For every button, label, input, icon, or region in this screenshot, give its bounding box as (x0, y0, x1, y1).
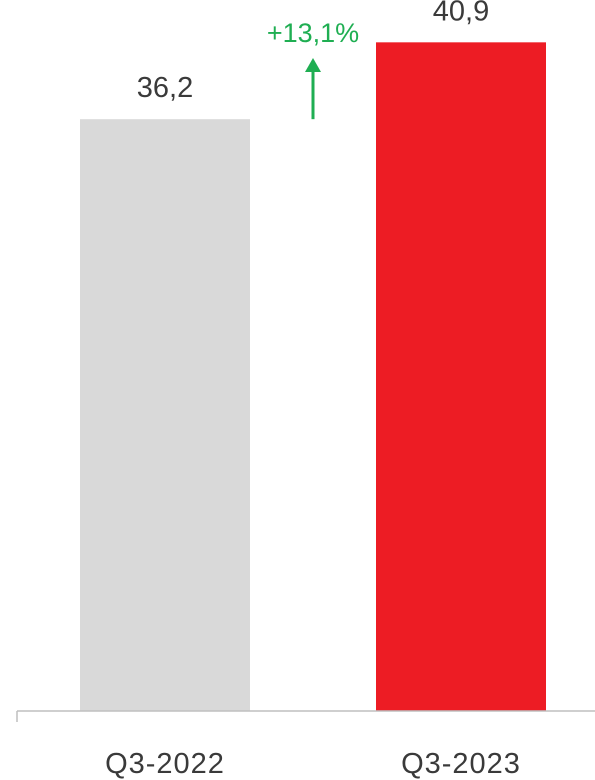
bar-q3-2023 (376, 42, 546, 711)
value-label-q3-2022: 36,2 (137, 72, 193, 104)
x-tick-label-q3-2022: Q3-2022 (105, 748, 225, 780)
bar-q3-2022 (80, 119, 250, 711)
x-tick-label-q3-2023: Q3-2023 (401, 748, 521, 780)
arrow-up-icon (305, 58, 321, 72)
x-tick-labels-group: Q3-2022 Q3-2023 (105, 748, 521, 780)
value-labels-group: 36,2 40,9 (137, 0, 489, 104)
bars-group (80, 42, 546, 711)
x-axis (16, 710, 595, 722)
change-annotation: +13,1% (267, 18, 359, 120)
change-percentage-label: +13,1% (267, 18, 359, 48)
value-label-q3-2023: 40,9 (433, 0, 489, 27)
